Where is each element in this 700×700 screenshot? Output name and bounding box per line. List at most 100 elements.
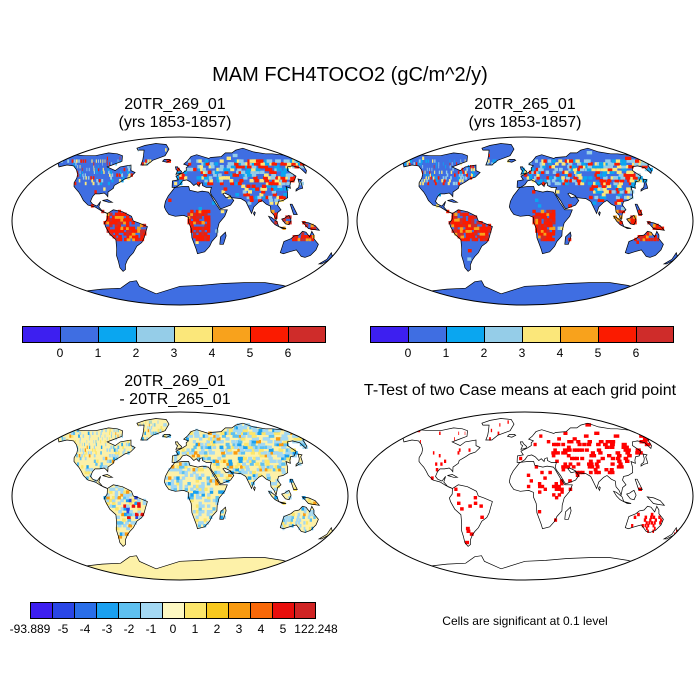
grid-cell [267, 454, 272, 458]
grid-cell [131, 229, 136, 233]
coastline-cuba [447, 474, 459, 478]
grid-cell [479, 229, 483, 233]
grid-cell [126, 237, 131, 242]
grid-cell [195, 237, 199, 242]
grid-cell [87, 431, 90, 435]
grid-cell [106, 493, 110, 497]
grid-cell [543, 237, 547, 242]
grid-cell [589, 187, 594, 191]
grid-cell [223, 459, 227, 463]
grid-cell [409, 162, 411, 166]
grid-cell [100, 451, 102, 455]
grid-cell [123, 496, 127, 500]
grid-cell [205, 162, 210, 166]
grid-cell [642, 437, 650, 441]
grid-cell [282, 454, 287, 458]
grid-cell [187, 159, 191, 163]
grid-cell [629, 195, 634, 200]
grid-cell [596, 173, 602, 177]
grid-cell [96, 431, 98, 435]
grid-cell [106, 162, 108, 166]
grid-cell [246, 459, 251, 463]
grid-cell [602, 179, 607, 183]
grid-cell [288, 515, 292, 519]
grid-cell [597, 187, 602, 191]
grid-cell [615, 187, 621, 191]
grid-cell [111, 221, 116, 225]
grid-cell [122, 451, 125, 455]
grid-cell [546, 209, 550, 214]
grid-cell [465, 540, 470, 545]
grid-cell [102, 159, 104, 163]
grid-cell [607, 167, 613, 172]
grid-cell [126, 512, 131, 517]
grid-cell [676, 529, 678, 533]
colorbar-box [136, 326, 174, 343]
grid-cell [543, 212, 547, 216]
grid-cell [564, 170, 569, 174]
grid-cell [181, 470, 186, 475]
grid-cell [95, 440, 97, 444]
grid-cell [246, 184, 251, 188]
grid-cell [624, 195, 629, 200]
grid-cell [542, 165, 546, 169]
grid-cell [564, 159, 569, 163]
grid-cell [283, 442, 289, 447]
grid-cell [82, 448, 84, 452]
grid-cell [112, 445, 115, 449]
grid-cell [84, 456, 87, 461]
grid-cell [77, 165, 79, 169]
grid-cell [454, 221, 458, 225]
grid-cell [438, 170, 440, 174]
grid-cell [577, 173, 582, 177]
grid-cell [247, 173, 252, 177]
coastline-iceland [506, 159, 517, 163]
grid-cell [85, 176, 87, 180]
grid-cell [460, 170, 462, 174]
grid-cell [204, 232, 208, 236]
grid-cell [546, 235, 550, 239]
grid-cell [641, 165, 648, 169]
coastline-java [623, 501, 632, 504]
grid-cell [215, 501, 219, 505]
grid-cell [198, 221, 203, 225]
grid-cell [267, 167, 273, 172]
grid-cell [123, 221, 127, 225]
grid-cell [248, 459, 253, 463]
panel-2-title-line1: 20TR_265_01 [474, 96, 576, 113]
grid-cell [248, 456, 253, 461]
grid-cell [557, 181, 561, 186]
grid-cell [211, 451, 215, 455]
grid-cell [228, 459, 233, 463]
grid-cell [258, 159, 264, 163]
colorbar-label: 6 [284, 346, 292, 360]
grid-cell [529, 176, 533, 180]
grid-cell [123, 218, 127, 222]
grid-cell [623, 456, 629, 461]
grid-cell [641, 524, 644, 528]
grid-cell [244, 442, 249, 447]
grid-cell [122, 518, 126, 522]
grid-cell [561, 465, 565, 469]
grid-cell [473, 173, 476, 177]
grid-cell [113, 428, 115, 433]
grid-cell [206, 237, 210, 242]
grid-cell [618, 176, 623, 180]
grid-cell [104, 159, 106, 163]
grid-cell [564, 179, 569, 183]
grid-cell [241, 470, 245, 475]
grid-cell [135, 512, 139, 517]
grid-cell [84, 173, 86, 177]
grid-cell [128, 218, 133, 222]
grid-cell [582, 442, 587, 447]
grid-cell [275, 479, 280, 483]
grid-cell [547, 159, 552, 163]
grid-cell [85, 468, 88, 472]
grid-cell [624, 190, 629, 194]
grid-cell [435, 468, 439, 472]
grid-cell [216, 465, 220, 469]
grid-cell [458, 179, 461, 183]
grid-cell [272, 193, 277, 197]
grid-cell [619, 221, 623, 225]
grid-cell [197, 524, 201, 528]
